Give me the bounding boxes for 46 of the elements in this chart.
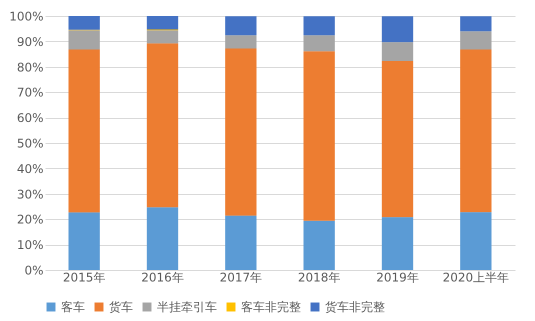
y-tick-label: 70% (16, 86, 44, 100)
bar (460, 50, 492, 212)
bar (68, 212, 100, 270)
bar (382, 42, 414, 61)
y-tick-label: 0% (24, 264, 44, 278)
y-tick-label: 30% (16, 187, 44, 202)
bar (304, 35, 335, 52)
bar (146, 16, 178, 30)
bar (225, 48, 256, 216)
bar (460, 31, 492, 50)
y-tick-label: 90% (16, 34, 44, 49)
y-tick-label: 50% (16, 136, 44, 150)
bar (225, 35, 256, 49)
bar (304, 16, 335, 36)
bar (68, 30, 100, 50)
y-tick-label: 20% (16, 212, 44, 227)
x-tick-label: 2017年 (220, 270, 262, 284)
bar (382, 60, 414, 218)
legend-label: 客车非完整 (241, 300, 301, 314)
legend-label: 半挂牵引车 (157, 300, 217, 314)
y-tick-label: 80% (16, 60, 44, 74)
x-tick-label: 2020上半年 (442, 270, 510, 284)
x-tick-label: 2018年 (298, 270, 340, 284)
bar (68, 16, 100, 30)
legend-label: 货车 (109, 300, 133, 314)
bar (146, 207, 178, 270)
y-tick-label: 100% (9, 10, 44, 24)
bar (225, 16, 256, 36)
y-tick-label: 60% (16, 111, 44, 126)
bar (382, 16, 414, 42)
bar (460, 16, 492, 32)
bar (225, 216, 256, 270)
bar (382, 217, 414, 270)
bar (68, 50, 100, 212)
bar (146, 43, 178, 208)
x-tick-label: 2019年 (376, 270, 419, 284)
bar (304, 51, 335, 221)
x-tick-label: 2015年 (62, 270, 106, 284)
legend-label: 货车非完整 (325, 300, 385, 314)
bar (460, 212, 492, 270)
bar (146, 30, 178, 44)
legend-label: 客车 (61, 300, 85, 314)
bar (304, 220, 335, 270)
y-tick-label: 10% (16, 238, 44, 252)
x-tick-label: 2016年 (141, 270, 184, 284)
y-tick-label: 40% (16, 162, 44, 176)
